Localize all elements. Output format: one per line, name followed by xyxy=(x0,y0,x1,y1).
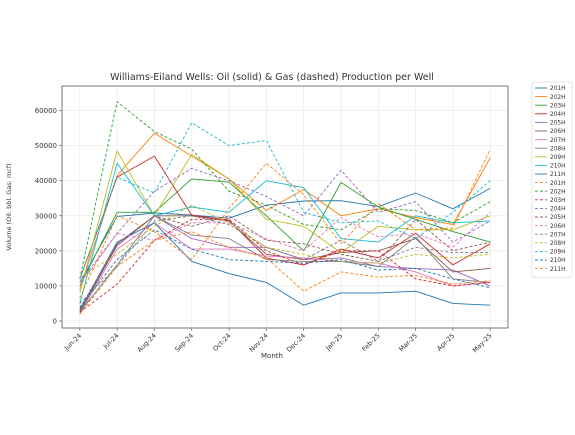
axes: 0 10000 20000 30000 40000 50000 60000 Jun-24 Jul… xyxy=(35,107,494,354)
legend-label: 202H xyxy=(550,95,565,101)
series-line-gas-211H xyxy=(79,148,491,299)
series-line-gas-209H xyxy=(79,122,491,280)
series-line-oil-208H xyxy=(79,215,491,313)
legend-label: 211H xyxy=(550,172,565,178)
series-line-oil-202H xyxy=(79,132,491,290)
legend-label: 208H xyxy=(550,241,565,247)
x-tick-label: Dec-24 xyxy=(285,332,307,354)
legend-label: 210H xyxy=(550,258,565,264)
x-tick-label: Feb-25 xyxy=(360,332,381,353)
legend-label: 207H xyxy=(550,232,565,238)
series-line-oil-201H xyxy=(79,188,491,283)
y-tick-label: 40000 xyxy=(35,177,57,185)
series-line-oil-211H xyxy=(79,222,491,311)
series-line-oil-209H xyxy=(79,150,491,294)
y-tick-label: 60000 xyxy=(35,107,57,115)
legend-label: 211H xyxy=(550,267,565,273)
x-axis-label: Month xyxy=(261,352,283,360)
series-line-gas-208H xyxy=(79,204,491,278)
series-line-gas-205H xyxy=(79,215,491,309)
series-layer xyxy=(79,101,491,315)
x-tick-label: Sep-24 xyxy=(173,332,195,354)
legend-label: 202H xyxy=(550,189,565,195)
legend-label: 209H xyxy=(550,155,565,161)
y-tick-label: 50000 xyxy=(35,142,57,150)
legend-label: 206H xyxy=(550,224,565,230)
series-line-oil-210H xyxy=(79,162,491,304)
grid xyxy=(62,86,508,328)
x-tick-label: Apr-25 xyxy=(435,332,456,353)
legend-label: 206H xyxy=(550,129,565,135)
y-tick-label: 30000 xyxy=(35,212,57,220)
legend-label: 201H xyxy=(550,86,565,92)
x-tick-label: Jun-24 xyxy=(62,332,83,353)
series-line-oil-204H xyxy=(79,155,491,280)
y-tick-label: 0 xyxy=(53,317,57,325)
x-tick-label: May-25 xyxy=(471,332,494,355)
x-tick-label: Jul-24 xyxy=(101,332,120,351)
legend-label: 205H xyxy=(550,121,565,127)
chart-title: Williams-Eiland Wells: Oil (solid) & Gas… xyxy=(110,72,434,83)
legend-label: 209H xyxy=(550,250,565,256)
x-tick-label: Mar-25 xyxy=(397,332,419,354)
x-tick-label: Jan-25 xyxy=(323,332,344,353)
legend-label: 208H xyxy=(550,146,565,152)
y-axis-label: Volume (Oil: bbl, Gas: mcf) xyxy=(5,163,13,250)
legend-label: 203H xyxy=(550,198,565,204)
y-tick-label: 10000 xyxy=(35,282,57,290)
series-line-gas-202H xyxy=(79,101,491,279)
series-line-oil-207H xyxy=(79,222,491,315)
legend-label: 210H xyxy=(550,164,565,170)
legend-label: 203H xyxy=(550,103,565,109)
x-tick-label: Oct-24 xyxy=(211,332,232,353)
series-line-oil-203H xyxy=(79,178,491,287)
legend-label: 204H xyxy=(550,112,565,118)
legend-label: 201H xyxy=(550,181,565,187)
series-line-gas-201H xyxy=(79,231,491,315)
legend-label: 205H xyxy=(550,215,565,221)
legend-label: 207H xyxy=(550,138,565,144)
y-tick-label: 20000 xyxy=(35,247,57,255)
series-line-gas-210H xyxy=(79,229,491,308)
series-line-gas-207H xyxy=(79,215,491,304)
series-line-gas-204H xyxy=(79,167,491,283)
x-tick-label: Aug-24 xyxy=(136,332,158,354)
legend: 201H 202H 203H 204H 205H 206H 207H 208H 209H 210H… xyxy=(531,81,573,278)
x-tick-label: Nov-24 xyxy=(248,332,270,354)
legend-label: 204H xyxy=(550,207,565,213)
plot-frame xyxy=(61,85,509,329)
series-line-gas-206H xyxy=(79,211,491,287)
